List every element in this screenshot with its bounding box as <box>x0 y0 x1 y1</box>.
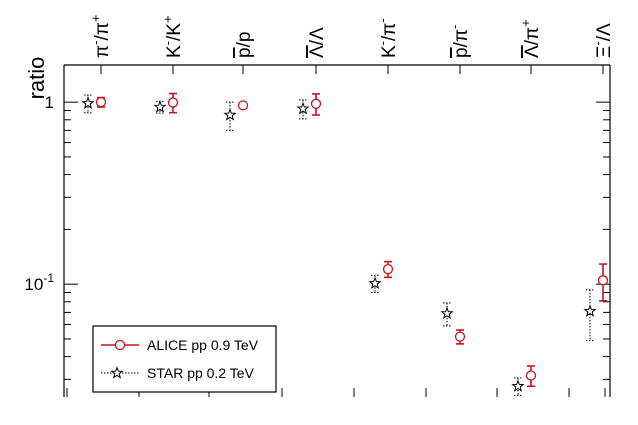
star-point <box>225 102 235 130</box>
star-marker <box>83 98 93 108</box>
alice-point <box>97 98 106 107</box>
circle-marker <box>384 265 393 274</box>
legend-star-label: STAR pp 0.2 TeV <box>147 365 255 381</box>
alice-point <box>169 94 178 113</box>
circle-marker <box>312 99 321 108</box>
legend: ALICE pp 0.9 TeV STAR pp 0.2 TeV <box>93 326 276 392</box>
category-label: Ξ-/Λ <box>590 23 615 58</box>
alice-point <box>456 330 465 344</box>
legend-box <box>93 326 276 392</box>
category-label: π-/π+ <box>88 15 113 58</box>
category-label: p/p <box>234 32 255 58</box>
y-tick-labels: 110-1 <box>24 93 54 294</box>
star-marker <box>298 103 308 113</box>
y-axis-label: ratio <box>24 57 49 100</box>
star-marker <box>155 102 165 112</box>
star-point <box>83 95 93 113</box>
circle-marker <box>169 98 178 107</box>
star-point <box>513 378 523 395</box>
circle-marker <box>239 101 248 110</box>
alice-point <box>312 94 321 115</box>
circle-marker <box>97 98 106 107</box>
alice-point <box>239 101 248 110</box>
star-point <box>442 303 452 326</box>
star-point <box>370 275 380 292</box>
category-labels: π-/π+ K-/K+ p/p Λ/Λ K-/π-p/π- Λ/π+ Ξ-/Λ <box>88 15 615 58</box>
star-marker <box>442 308 452 318</box>
star-point <box>298 100 308 119</box>
alice-point <box>527 366 536 386</box>
alice-point <box>599 264 608 301</box>
legend-alice-marker <box>116 341 125 350</box>
alice-point <box>384 262 393 278</box>
star-marker <box>513 381 523 391</box>
legend-alice-label: ALICE pp 0.9 TeV <box>147 337 259 353</box>
circle-marker <box>527 371 536 380</box>
circle-marker <box>456 332 465 341</box>
star-point <box>155 101 165 113</box>
category-label: p/π- <box>447 25 472 58</box>
star-point <box>585 290 595 341</box>
category-label: Λ/π+ <box>518 19 543 58</box>
y-tick-label: 10-1 <box>24 271 54 294</box>
category-label: K-/π- <box>375 18 400 58</box>
star-marker <box>370 278 380 288</box>
category-label: K-/K+ <box>160 15 185 58</box>
circle-marker <box>599 276 608 285</box>
category-label: Λ/Λ <box>307 27 328 58</box>
